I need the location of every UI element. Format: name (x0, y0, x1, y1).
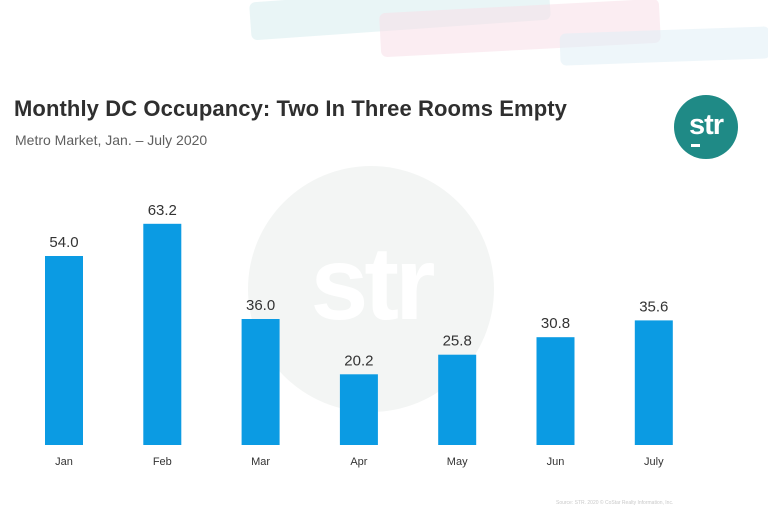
data-label-apr: 20.2 (344, 352, 373, 369)
bar-mar (241, 319, 280, 445)
x-tick-label-jun: Jun (547, 456, 565, 468)
x-tick-label-mar: Mar (251, 456, 270, 468)
x-tick-label-july: July (644, 456, 664, 468)
data-label-jun: 30.8 (541, 315, 570, 332)
x-tick-label-may: May (447, 456, 468, 468)
bar-feb (143, 223, 182, 445)
bar-jun (536, 337, 575, 445)
data-label-july: 35.6 (639, 298, 668, 315)
x-tick-label-apr: Apr (350, 456, 367, 468)
data-label-mar: 36.0 (246, 297, 275, 314)
x-tick-label-jan: Jan (55, 456, 73, 468)
bar-apr (339, 374, 378, 445)
chart-subtitle: Metro Market, Jan. – July 2020 (15, 132, 208, 148)
data-label-may: 25.8 (443, 333, 472, 350)
x-tick-label-feb: Feb (153, 456, 172, 468)
data-label-jan: 54.0 (49, 234, 78, 251)
str-logo: str (674, 95, 738, 159)
chart-title: Monthly DC Occupancy: Two In Three Rooms… (14, 96, 568, 121)
bar-may (438, 354, 477, 445)
data-label-feb: 63.2 (148, 202, 177, 219)
bar-jan (45, 256, 83, 445)
str-watermark: str (248, 166, 494, 412)
logo-text: str (688, 108, 724, 147)
source-note: Source: STR. 2020 © CoStar Realty Inform… (556, 500, 674, 506)
watermark-text: str (310, 226, 436, 342)
bar-july (634, 320, 673, 445)
